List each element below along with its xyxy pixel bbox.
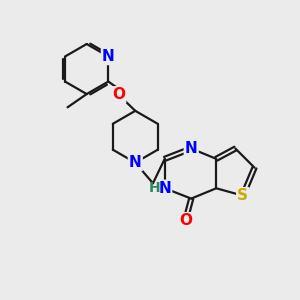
Text: N: N	[129, 155, 142, 170]
Text: H: H	[148, 181, 160, 195]
Text: N: N	[102, 49, 115, 64]
Text: S: S	[237, 188, 248, 203]
Text: N: N	[158, 181, 171, 196]
Text: O: O	[112, 87, 125, 102]
Text: N: N	[185, 141, 198, 156]
Text: O: O	[179, 213, 192, 228]
